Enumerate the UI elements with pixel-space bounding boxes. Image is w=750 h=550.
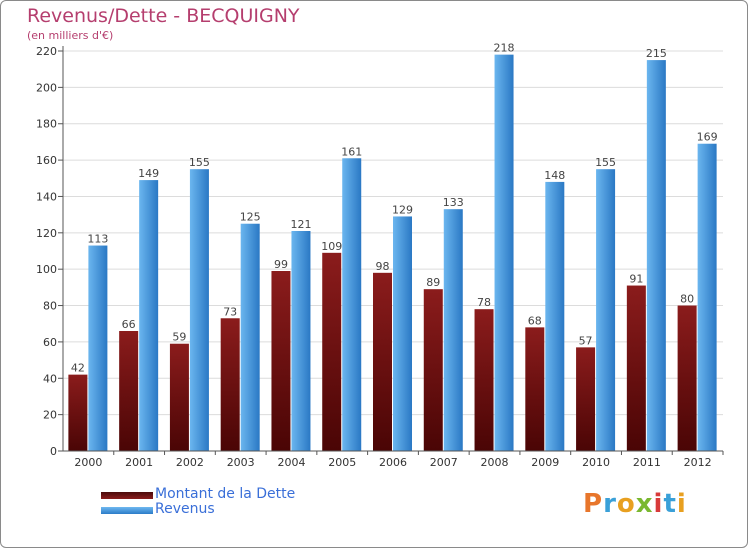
legend-swatch-revenue bbox=[101, 507, 153, 514]
data-label-revenue: 161 bbox=[341, 145, 362, 158]
y-tick-label: 180 bbox=[36, 118, 57, 131]
x-tick-label: 2006 bbox=[379, 456, 407, 469]
x-tick-label: 2000 bbox=[74, 456, 102, 469]
data-label-revenue: 129 bbox=[392, 203, 413, 216]
y-tick-label: 40 bbox=[43, 372, 57, 385]
x-tick-label: 2003 bbox=[227, 456, 255, 469]
y-tick-label: 80 bbox=[43, 300, 57, 313]
y-tick-label: 220 bbox=[36, 45, 57, 58]
bar-debt bbox=[119, 331, 139, 451]
x-tick-label: 2004 bbox=[277, 456, 305, 469]
data-label-debt: 59 bbox=[172, 331, 186, 344]
chart-subtitle: (en milliers d'€) bbox=[27, 29, 114, 42]
bar-revenue bbox=[88, 245, 108, 451]
data-label-revenue: 169 bbox=[697, 131, 718, 144]
y-tick-label: 200 bbox=[36, 81, 57, 94]
y-tick-label: 140 bbox=[36, 190, 57, 203]
y-tick-label: 160 bbox=[36, 154, 57, 167]
x-tick-label: 2008 bbox=[481, 456, 509, 469]
bar-debt bbox=[322, 252, 342, 451]
bar-debt bbox=[525, 327, 545, 451]
logo-letter: o bbox=[616, 489, 636, 519]
bars bbox=[68, 54, 717, 452]
x-tick-label: 2009 bbox=[531, 456, 559, 469]
x-tick-label: 2005 bbox=[328, 456, 356, 469]
bar-revenue bbox=[240, 223, 260, 451]
bar-debt bbox=[220, 318, 240, 451]
data-label-revenue: 148 bbox=[544, 169, 565, 182]
bar-revenue bbox=[596, 169, 616, 451]
bar-debt bbox=[474, 309, 494, 451]
bar-revenue bbox=[291, 231, 311, 451]
logo-letter: i bbox=[676, 489, 687, 519]
legend-swatch-debt bbox=[101, 492, 153, 499]
data-label-revenue: 121 bbox=[290, 218, 311, 231]
data-label-debt: 91 bbox=[629, 273, 643, 286]
x-tick-label: 2002 bbox=[176, 456, 204, 469]
data-label-debt: 89 bbox=[426, 276, 440, 289]
data-label-debt: 78 bbox=[477, 296, 491, 309]
data-label-debt: 73 bbox=[223, 305, 237, 318]
data-label-debt: 57 bbox=[579, 334, 593, 347]
bar-debt bbox=[677, 305, 697, 451]
data-label-revenue: 125 bbox=[240, 211, 261, 224]
bar-debt bbox=[169, 343, 189, 451]
bar-revenue bbox=[443, 209, 463, 451]
bar-debt bbox=[68, 374, 88, 451]
data-label-revenue: 113 bbox=[87, 233, 108, 246]
bar-revenue bbox=[139, 180, 159, 451]
bar-revenue bbox=[646, 60, 666, 451]
data-label-debt: 80 bbox=[680, 293, 694, 306]
y-tick-label: 100 bbox=[36, 263, 57, 276]
data-label-revenue: 149 bbox=[138, 167, 159, 180]
data-label-revenue: 215 bbox=[646, 47, 667, 60]
chart-title: Revenus/Dette - BECQUIGNY bbox=[27, 5, 300, 27]
logo-letter: i bbox=[653, 489, 664, 519]
proxiti-logo: Proxiti bbox=[583, 489, 687, 519]
logo-letter: P bbox=[583, 489, 604, 519]
data-label-debt: 66 bbox=[122, 318, 136, 331]
y-tick-label: 60 bbox=[43, 336, 57, 349]
bar-debt bbox=[423, 289, 443, 451]
data-label-debt: 99 bbox=[274, 258, 288, 271]
x-tick-label: 2001 bbox=[125, 456, 153, 469]
y-tick-label: 20 bbox=[43, 409, 57, 422]
x-tick-label: 2007 bbox=[430, 456, 458, 469]
bar-debt bbox=[626, 285, 646, 451]
bar-revenue bbox=[393, 216, 412, 451]
logo-letter: x bbox=[635, 489, 654, 519]
data-label-revenue: 155 bbox=[595, 156, 616, 169]
data-labels: 42 113 66 149 59 155 73 125 99 121 109 161 98 129 89 13… bbox=[71, 42, 718, 375]
bar-debt bbox=[373, 272, 392, 451]
data-label-debt: 68 bbox=[528, 314, 542, 327]
data-label-revenue: 155 bbox=[189, 156, 210, 169]
bar-revenue bbox=[189, 169, 209, 451]
logo-letter: r bbox=[603, 489, 617, 519]
bar-debt bbox=[271, 271, 291, 451]
y-tick-label: 0 bbox=[50, 445, 57, 458]
data-label-debt: 109 bbox=[321, 240, 342, 253]
x-tick-label: 2011 bbox=[633, 456, 661, 469]
bar-revenue bbox=[342, 158, 362, 452]
bar-revenue bbox=[697, 143, 717, 451]
x-tick-label: 2012 bbox=[684, 456, 712, 469]
logo-letter: t bbox=[663, 489, 677, 519]
data-label-debt: 98 bbox=[376, 260, 390, 273]
bar-revenue bbox=[494, 54, 514, 452]
bar-debt bbox=[576, 347, 596, 451]
data-label-revenue: 218 bbox=[494, 42, 515, 55]
data-label-revenue: 133 bbox=[443, 196, 464, 209]
legend-label-revenue: Revenus bbox=[155, 501, 215, 517]
legend-label-debt: Montant de la Dette bbox=[155, 486, 296, 502]
bar-revenue bbox=[545, 181, 565, 451]
axes: 0 20 40 60 80 100 120 140 160 180 200 220 2000 2001 20… bbox=[36, 45, 724, 469]
data-label-debt: 42 bbox=[71, 362, 85, 375]
y-tick-label: 120 bbox=[36, 227, 57, 240]
x-tick-label: 2010 bbox=[582, 456, 610, 469]
